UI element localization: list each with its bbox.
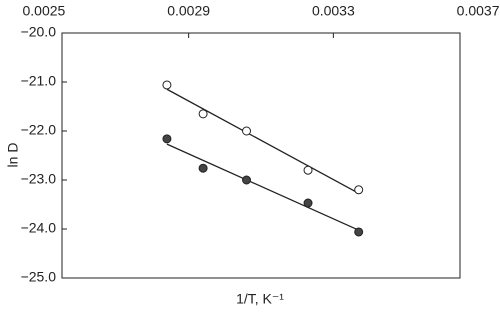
y-axis-label: ln D — [5, 143, 21, 168]
data-point — [242, 175, 252, 185]
data-point — [198, 163, 208, 173]
fit-line — [166, 143, 359, 231]
y-tick-label: −25.0 — [21, 269, 57, 285]
y-tick-label: −21.0 — [21, 73, 57, 89]
data-point — [303, 198, 313, 208]
x-tick-label: 0.0037 — [457, 3, 500, 19]
x-tick-label: 0.0033 — [312, 3, 355, 19]
plot-frame — [61, 32, 461, 279]
y-tick-label: −22.0 — [21, 122, 57, 138]
data-point — [303, 165, 313, 175]
data-point — [242, 126, 252, 136]
fit-line — [166, 88, 360, 194]
data-point — [162, 80, 172, 90]
y-tick-label: −20.0 — [21, 24, 57, 40]
data-point — [162, 134, 172, 144]
y-tick-label: −23.0 — [21, 171, 57, 187]
data-point — [354, 185, 364, 195]
data-point — [198, 109, 208, 119]
x-tick-label: 0.0029 — [167, 3, 210, 19]
data-point — [354, 227, 364, 237]
y-tick-label: −24.0 — [21, 220, 57, 236]
x-axis-label: 1/T, K⁻¹ — [236, 291, 284, 307]
x-tick-label: 0.0025 — [22, 3, 65, 19]
